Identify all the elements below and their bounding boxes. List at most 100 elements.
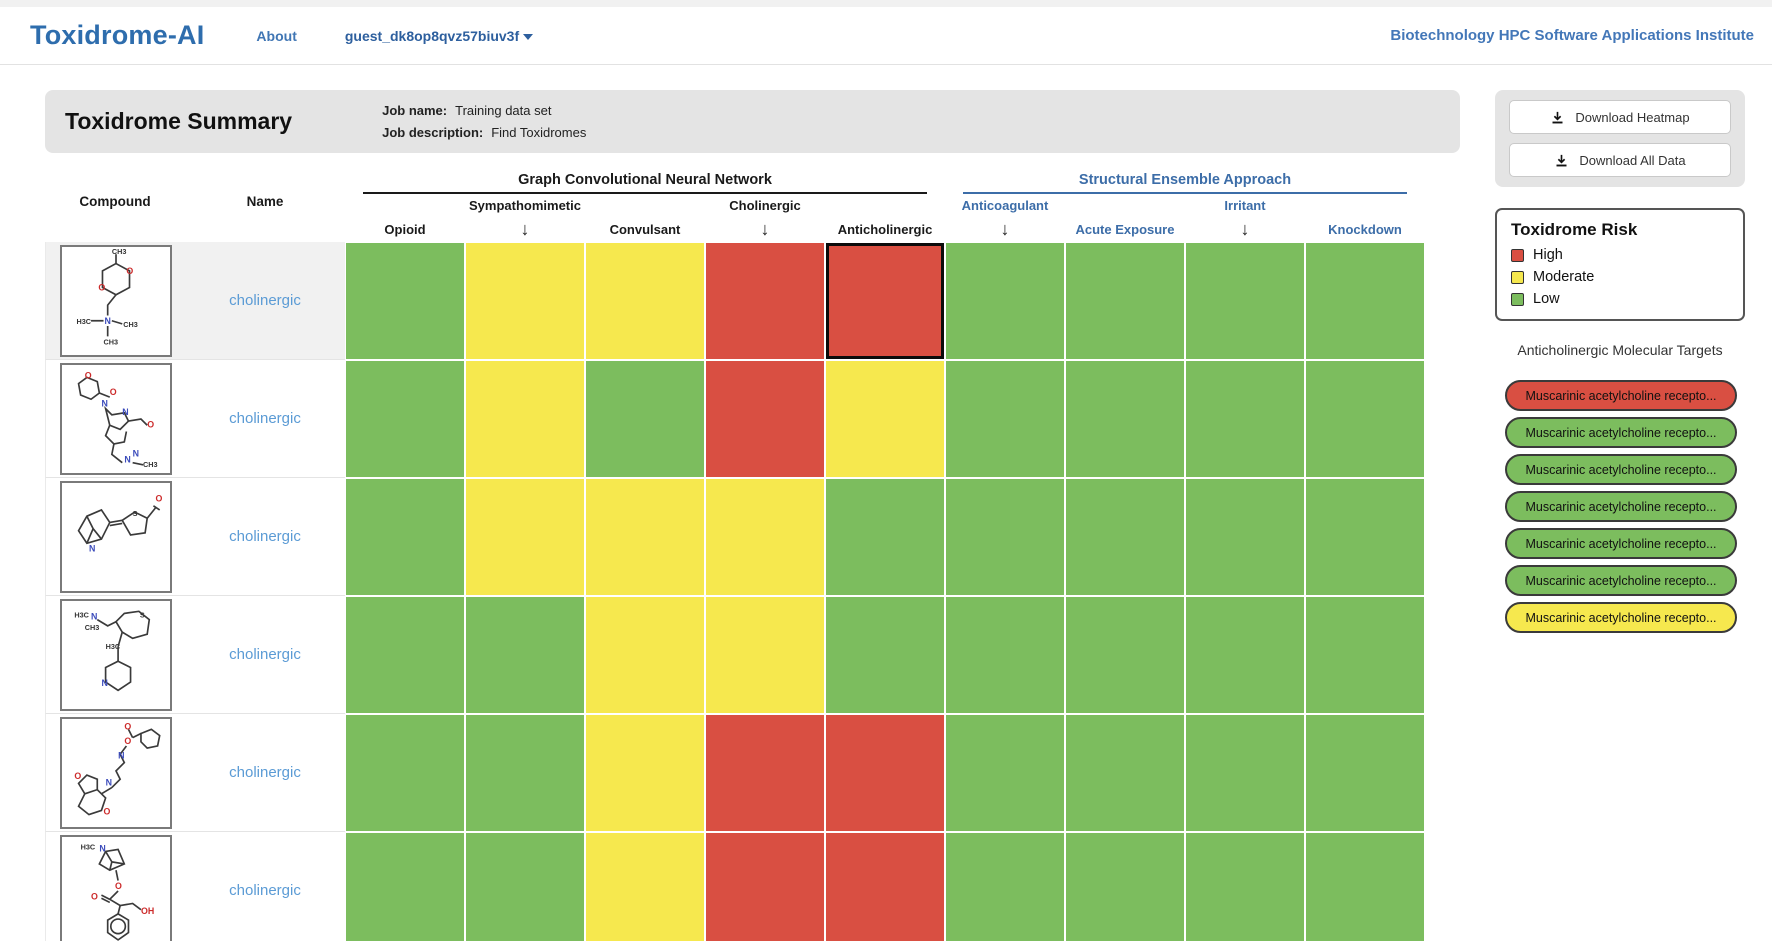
nav-about-link[interactable]: About	[256, 27, 297, 44]
compound-name-link[interactable]: cholinergic	[229, 410, 301, 427]
app-header: Toxidrome-AI About guest_dk8op8qvz57biuv…	[0, 7, 1772, 65]
column-header: Acute Exposure	[1075, 221, 1175, 237]
job-description-value: Find Toxidromes	[491, 124, 587, 140]
name-cell: cholinergic	[185, 714, 345, 832]
heatmap-cell[interactable]	[1066, 715, 1184, 831]
heatmap-cell[interactable]	[1066, 243, 1184, 359]
heatmap-cell[interactable]	[586, 715, 704, 831]
heatmap-cell[interactable]	[1186, 833, 1304, 941]
heatmap-cell[interactable]	[1186, 361, 1304, 477]
compound-name-link[interactable]: cholinergic	[229, 292, 301, 309]
heatmap-cell[interactable]	[346, 715, 464, 831]
targets-pill-list: Muscarinic acetylcholine recepto... Musca…	[1505, 380, 1737, 633]
heatmap-cell-selected[interactable]	[826, 243, 944, 359]
heatmap-cell[interactable]	[1186, 597, 1304, 713]
heatmap-cell[interactable]	[346, 361, 464, 477]
svg-text:CH3: CH3	[111, 249, 126, 256]
heatmap-cell[interactable]	[1066, 833, 1184, 941]
target-pill[interactable]: Muscarinic acetylcholine recepto...	[1505, 602, 1737, 633]
compound-structure-image: H3C N CH3 S H3C N	[59, 598, 172, 711]
heatmap-cell[interactable]	[1066, 597, 1184, 713]
download-all-data-button[interactable]: Download All Data	[1509, 143, 1731, 177]
legend-swatch	[1511, 292, 1524, 306]
heatmap-cell[interactable]	[466, 833, 584, 941]
job-fields: Job name: Training data set Job descripti…	[382, 100, 586, 144]
heatmap-cell[interactable]	[1066, 479, 1184, 595]
svg-text:H3C: H3C	[76, 316, 91, 325]
heatmap-cell[interactable]	[706, 597, 824, 713]
download-heatmap-button[interactable]: Download Heatmap	[1509, 100, 1731, 134]
heatmap-cell[interactable]	[946, 597, 1064, 713]
legend-title: Toxidrome Risk	[1511, 220, 1638, 239]
heatmap-cell[interactable]	[706, 243, 824, 359]
heatmap-cell[interactable]	[1186, 715, 1304, 831]
subgroup-header: Irritant	[1224, 197, 1266, 213]
heatmap-cell[interactable]	[466, 479, 584, 595]
heatmap-cell[interactable]	[826, 479, 944, 595]
target-pill[interactable]: Muscarinic acetylcholine recepto...	[1505, 417, 1737, 448]
compound-name-link[interactable]: cholinergic	[229, 528, 301, 545]
compound-structure-image: O O N N O N N CH3	[59, 362, 172, 475]
heatmap-cell[interactable]	[586, 479, 704, 595]
download-icon	[1556, 154, 1567, 166]
user-menu-dropdown[interactable]: guest_dk8op8qvz57biuv3f	[345, 28, 534, 44]
job-name-label: Job name:	[382, 102, 448, 118]
heatmap-cell[interactable]	[466, 597, 584, 713]
heatmap-cell[interactable]	[706, 479, 824, 595]
compound-cell: H3C N CH3 S H3C N	[45, 596, 185, 714]
compound-name-link[interactable]: cholinergic	[229, 646, 301, 663]
target-pill[interactable]: Muscarinic acetylcholine recepto...	[1505, 454, 1737, 485]
heatmap-cell[interactable]	[1306, 479, 1424, 595]
heatmap-cell[interactable]	[586, 243, 704, 359]
svg-text:N: N	[105, 777, 111, 787]
svg-text:N: N	[88, 543, 94, 553]
heatmap-cell[interactable]	[1306, 833, 1424, 941]
svg-text:N: N	[101, 398, 107, 408]
heatmap-cell[interactable]	[1186, 479, 1304, 595]
heatmap-cell[interactable]	[346, 833, 464, 941]
heatmap-cell[interactable]	[826, 597, 944, 713]
legend-item: High	[1511, 247, 1729, 263]
heatmap-cell[interactable]	[706, 833, 824, 941]
heatmap-cell[interactable]	[1306, 361, 1424, 477]
compound-name-link[interactable]: cholinergic	[229, 764, 301, 781]
svg-text:N: N	[132, 448, 138, 458]
compound-structure-image: H3C N O O OH	[59, 834, 172, 941]
heatmap-cell[interactable]	[946, 833, 1064, 941]
compound-cell: O O N N O N N CH3	[45, 360, 185, 478]
heatmap-cell[interactable]	[706, 715, 824, 831]
heatmap-cell[interactable]	[946, 479, 1064, 595]
heatmap-cell[interactable]	[826, 715, 944, 831]
target-pill[interactable]: Muscarinic acetylcholine recepto...	[1505, 565, 1737, 596]
heatmap-cell[interactable]	[706, 361, 824, 477]
target-pill[interactable]: Muscarinic acetylcholine recepto...	[1505, 491, 1737, 522]
heatmap-cell[interactable]	[586, 833, 704, 941]
heatmap-cell[interactable]	[466, 715, 584, 831]
heatmap-cell[interactable]	[946, 243, 1064, 359]
heatmap-cell[interactable]	[1186, 243, 1304, 359]
heatmap-cell[interactable]	[346, 597, 464, 713]
heatmap-cell[interactable]	[946, 361, 1064, 477]
compound-name-link[interactable]: cholinergic	[229, 882, 301, 899]
heatmap-cell[interactable]	[826, 833, 944, 941]
heatmap-cell[interactable]	[586, 597, 704, 713]
heatmap-cell[interactable]	[1306, 715, 1424, 831]
column-header: Convulsant	[609, 221, 681, 237]
heatmap-cell[interactable]	[346, 243, 464, 359]
heatmap-cell[interactable]	[826, 361, 944, 477]
heatmap-cell[interactable]	[586, 361, 704, 477]
heatmap-cell[interactable]	[466, 361, 584, 477]
svg-text:S: S	[139, 610, 144, 619]
svg-text:O: O	[155, 493, 162, 503]
target-pill[interactable]: Muscarinic acetylcholine recepto...	[1505, 528, 1737, 559]
heatmap-cell[interactable]	[946, 715, 1064, 831]
heatmap-cell[interactable]	[346, 479, 464, 595]
target-pill[interactable]: Muscarinic acetylcholine recepto...	[1505, 380, 1737, 411]
heatmap-cell[interactable]	[1306, 243, 1424, 359]
heatmap-cell[interactable]	[1066, 361, 1184, 477]
institute-link[interactable]: Biotechnology HPC Software Applications …	[1390, 27, 1754, 44]
heatmap-cell[interactable]	[466, 243, 584, 359]
name-cell: cholinergic	[185, 360, 345, 478]
heatmap-cell[interactable]	[1306, 597, 1424, 713]
